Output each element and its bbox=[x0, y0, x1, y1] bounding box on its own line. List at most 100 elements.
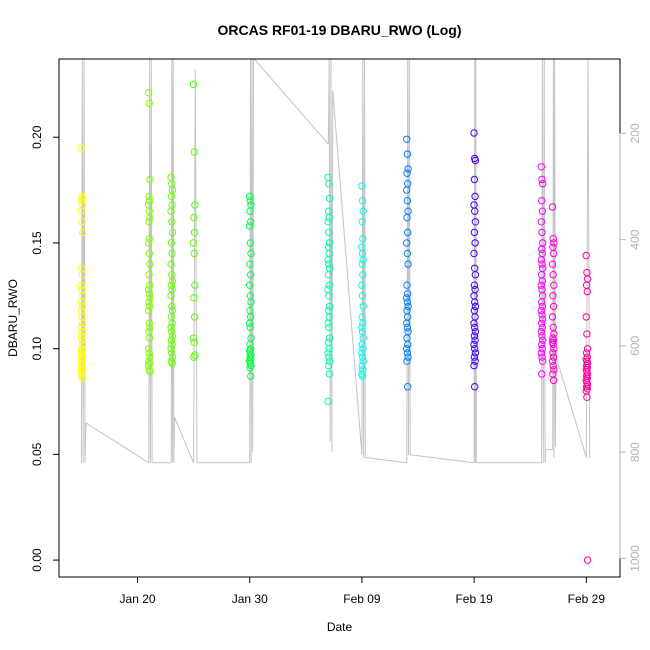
data-point bbox=[78, 298, 86, 306]
data-point bbox=[168, 359, 176, 368]
data-point bbox=[325, 302, 334, 311]
data-point bbox=[359, 345, 367, 353]
data-point bbox=[324, 271, 333, 279]
data-point bbox=[168, 228, 177, 237]
pressure-track-connector bbox=[85, 422, 150, 464]
data-point bbox=[324, 218, 332, 226]
data-points bbox=[77, 80, 592, 564]
data-point bbox=[471, 271, 480, 279]
data-point bbox=[245, 192, 254, 201]
data-point bbox=[146, 368, 154, 376]
data-point bbox=[537, 349, 545, 357]
right-tick-label: 200 bbox=[628, 123, 642, 143]
data-point bbox=[583, 345, 592, 353]
data-point bbox=[167, 345, 175, 353]
data-point bbox=[550, 239, 558, 247]
data-point bbox=[167, 239, 176, 247]
data-point bbox=[538, 302, 547, 311]
data-point bbox=[359, 357, 367, 365]
data-point bbox=[549, 349, 557, 357]
data-point bbox=[404, 260, 412, 268]
pressure-track-flight bbox=[193, 69, 198, 463]
data-point bbox=[538, 197, 546, 205]
data-point bbox=[549, 292, 557, 300]
data-point bbox=[190, 294, 198, 302]
data-point bbox=[538, 340, 546, 349]
data-point bbox=[404, 165, 412, 173]
data-point bbox=[539, 336, 547, 344]
data-point bbox=[144, 306, 153, 315]
data-point bbox=[582, 251, 590, 260]
data-point bbox=[403, 349, 412, 357]
data-point bbox=[167, 292, 175, 300]
data-point bbox=[191, 281, 199, 289]
data-point bbox=[538, 207, 547, 215]
data-point bbox=[245, 319, 254, 327]
data-point bbox=[144, 285, 153, 294]
data-point bbox=[167, 207, 175, 215]
data-point bbox=[403, 357, 411, 365]
right-tick-label: 600 bbox=[628, 336, 642, 356]
data-point bbox=[358, 353, 367, 361]
data-point bbox=[324, 319, 332, 327]
data-point bbox=[146, 213, 154, 222]
data-point bbox=[548, 357, 557, 365]
data-point bbox=[324, 349, 332, 357]
data-point bbox=[471, 336, 479, 344]
data-point bbox=[145, 99, 154, 108]
data-point bbox=[470, 129, 478, 137]
data-point bbox=[246, 323, 255, 332]
data-point bbox=[538, 245, 546, 254]
pressure-track-connector bbox=[174, 417, 195, 463]
data-point bbox=[145, 218, 153, 226]
data-point bbox=[325, 228, 333, 237]
data-point bbox=[538, 370, 546, 378]
data-point bbox=[403, 345, 411, 353]
data-point bbox=[403, 323, 412, 332]
data-point bbox=[145, 298, 153, 306]
data-point bbox=[549, 302, 558, 311]
data-point bbox=[537, 281, 545, 289]
pressure-track-flight bbox=[361, 58, 366, 458]
data-point bbox=[359, 235, 367, 243]
pressure-track-flight bbox=[80, 58, 87, 463]
data-point bbox=[538, 175, 546, 184]
data-point bbox=[189, 80, 198, 89]
chart-title: ORCAS RF01-19 DBARU_RWO (Log) bbox=[218, 22, 462, 38]
x-tick-label: Feb 29 bbox=[568, 592, 606, 606]
pressure-track bbox=[80, 58, 591, 464]
data-point bbox=[403, 239, 411, 247]
data-point bbox=[359, 256, 367, 264]
data-point bbox=[403, 169, 411, 177]
data-point bbox=[548, 313, 557, 321]
right-tick-label: 1000 bbox=[628, 545, 642, 572]
data-point bbox=[583, 330, 591, 338]
data-point bbox=[470, 353, 479, 361]
data-point bbox=[168, 328, 176, 336]
data-point bbox=[246, 207, 254, 215]
data-point bbox=[168, 302, 176, 311]
data-point bbox=[538, 323, 547, 332]
data-point bbox=[168, 349, 176, 357]
data-point bbox=[550, 345, 558, 353]
y-tick-label: 0.00 bbox=[30, 548, 44, 572]
data-point bbox=[325, 213, 333, 222]
data-point bbox=[538, 353, 546, 361]
data-point bbox=[358, 260, 366, 268]
data-point bbox=[79, 228, 87, 237]
data-point bbox=[537, 218, 545, 226]
data-point bbox=[245, 222, 254, 230]
data-point bbox=[404, 228, 412, 237]
data-point bbox=[470, 319, 478, 327]
x-tick-label: Jan 30 bbox=[232, 592, 268, 606]
y-axis-title: DBARU_RWO bbox=[6, 279, 20, 357]
data-point bbox=[325, 281, 333, 289]
data-point bbox=[471, 156, 480, 165]
data-point bbox=[246, 260, 254, 268]
data-point bbox=[189, 239, 198, 247]
data-point bbox=[538, 311, 546, 319]
pressure-track-flight bbox=[473, 58, 477, 463]
data-point bbox=[359, 302, 367, 311]
data-point bbox=[146, 334, 154, 342]
data-point bbox=[471, 239, 479, 247]
